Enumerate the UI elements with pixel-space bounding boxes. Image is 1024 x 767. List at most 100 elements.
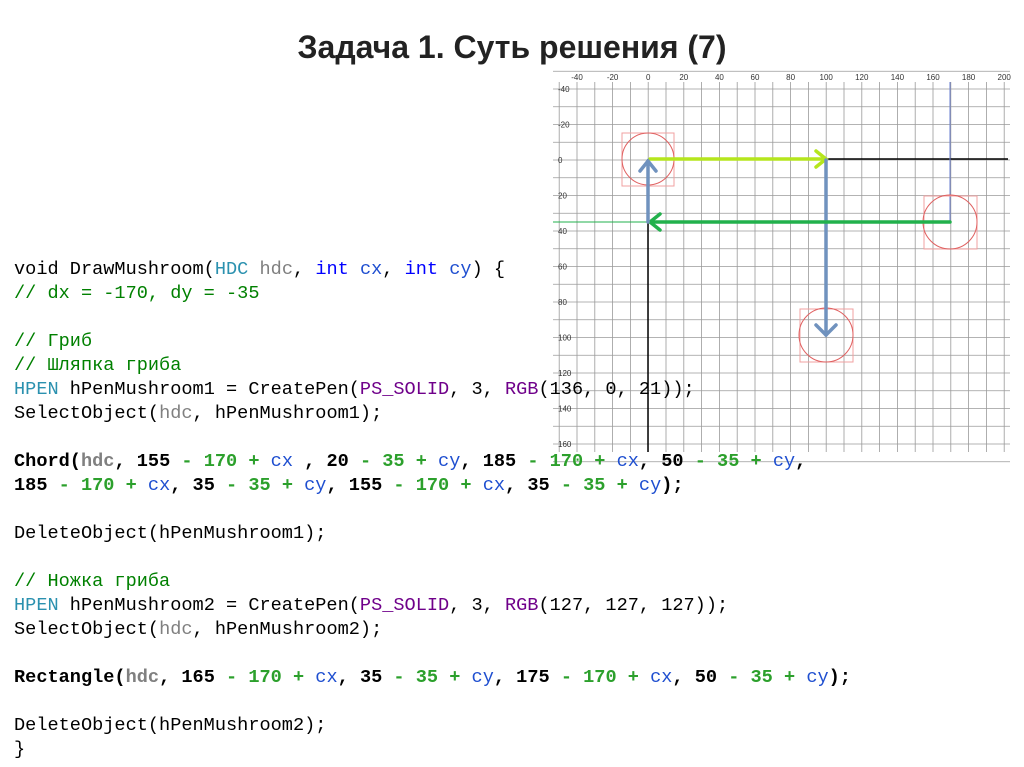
- code-token: , 20: [293, 451, 360, 472]
- x-label: -20: [607, 73, 619, 82]
- code-token: cy: [806, 667, 828, 688]
- code-token: // Шляпка гриба: [14, 355, 181, 376]
- code-token: hdc: [126, 667, 159, 688]
- y-label: 100: [558, 334, 572, 343]
- y-label: 40: [558, 227, 567, 236]
- grid-bg: [553, 82, 1010, 452]
- arrow-head: [647, 212, 662, 232]
- x-label: 180: [962, 73, 976, 82]
- code-token: cy: [472, 667, 494, 688]
- code-token: hdc: [159, 619, 192, 640]
- code-token: hPenMushroom2 = CreatePen(: [59, 595, 360, 616]
- code-line: HPEN hPenMushroom1 = CreatePen(PS_SOLID,…: [14, 379, 695, 400]
- code-token: , 35: [505, 475, 561, 496]
- code-token: - 170 +: [181, 451, 270, 472]
- code-token: int: [315, 259, 348, 280]
- y-label: 20: [558, 192, 567, 201]
- code-token: // dx = -170, dy = -35: [14, 283, 259, 304]
- code-token: ,: [382, 259, 404, 280]
- code-token: hdc: [248, 259, 293, 280]
- code-token: , hPenMushroom1);: [193, 403, 383, 424]
- code-token: - 170 +: [561, 667, 650, 688]
- x-label: 0: [646, 73, 651, 82]
- title: Задача 1. Суть решения (7): [297, 29, 726, 65]
- x-label: 40: [715, 73, 724, 82]
- code-token: cx: [617, 451, 639, 472]
- code-line: SelectObject(hdc, hPenMushroom2);: [14, 619, 382, 640]
- code-token: ,: [795, 451, 806, 472]
- code-line: DeleteObject(hPenMushroom1);: [14, 523, 326, 544]
- code-token: ,: [293, 259, 315, 280]
- code-token: , 35: [170, 475, 226, 496]
- code-token: hdc: [81, 451, 114, 472]
- y-label: 120: [558, 369, 572, 378]
- code-line: // dx = -170, dy = -35: [14, 283, 259, 304]
- code-token: cx: [349, 259, 382, 280]
- x-label: 20: [679, 73, 688, 82]
- code-token: HPEN: [14, 595, 59, 616]
- code-token: , 3,: [449, 595, 505, 616]
- code-line: 185 - 170 + cx, 35 - 35 + cy, 155 - 170 …: [14, 475, 684, 496]
- grid: -40 -20 0 20 40 60 80 100 120 140 160 180 200 -40 -20 0…: [553, 70, 1011, 463]
- code-line: HPEN hPenMushroom2 = CreatePen(PS_SOLID,…: [14, 595, 728, 616]
- code-token: , 50: [639, 451, 695, 472]
- y-label: -20: [558, 121, 570, 130]
- code-token: HPEN: [14, 379, 59, 400]
- x-label: 120: [855, 73, 869, 82]
- code-token: - 35 +: [393, 667, 471, 688]
- code-token: - 35 +: [695, 451, 773, 472]
- code-token: cx: [271, 451, 293, 472]
- code-token: Chord(: [14, 451, 81, 472]
- code-token: );: [661, 475, 683, 496]
- code-token: RGB: [505, 379, 538, 400]
- code-token: );: [829, 667, 851, 688]
- x-label: 60: [751, 73, 760, 82]
- code-token: cx: [148, 475, 170, 496]
- code-token: 185: [14, 475, 59, 496]
- code-token: // Ножка гриба: [14, 571, 170, 592]
- code-token: PS_SOLID: [360, 595, 449, 616]
- code-line: // Гриб: [14, 331, 92, 352]
- code-token: DeleteObject(hPenMushroom2);: [14, 715, 326, 736]
- code-token: RGB: [505, 595, 538, 616]
- code-token: , 35: [338, 667, 394, 688]
- y-label: -40: [558, 85, 570, 94]
- code-token: , 175: [494, 667, 561, 688]
- y-label: 80: [558, 298, 567, 307]
- code-line: void DrawMushroom(HDC hdc, int cx, int c…: [14, 259, 505, 280]
- code-token: , 155: [114, 451, 181, 472]
- code-token: SelectObject(: [14, 619, 159, 640]
- code-token: cx: [483, 475, 505, 496]
- y-label: 0: [558, 156, 563, 165]
- code-token: }: [14, 739, 25, 760]
- diagram: -40 -20 0 20 40 60 80 100 120 140 160 180 200 -40 -20 0…: [553, 70, 1011, 463]
- x-label: -40: [571, 73, 583, 82]
- arrow-head: [638, 158, 658, 173]
- code-token: , 155: [326, 475, 393, 496]
- code-line: // Ножка гриба: [14, 571, 170, 592]
- code-token: cx: [315, 667, 337, 688]
- code-token: hPenMushroom1 = CreatePen(: [59, 379, 360, 400]
- x-label: 140: [891, 73, 905, 82]
- code-token: - 35 +: [728, 667, 806, 688]
- code-token: , 185: [460, 451, 527, 472]
- y-label: 140: [558, 405, 572, 414]
- code-token: SelectObject(: [14, 403, 159, 424]
- code-token: - 170 +: [393, 475, 482, 496]
- code-token: cy: [438, 451, 460, 472]
- code-line: Rectangle(hdc, 165 - 170 + cx, 35 - 35 +…: [14, 667, 851, 688]
- code-token: int: [405, 259, 438, 280]
- code-token: // Гриб: [14, 331, 92, 352]
- code-token: (127, 127, 127));: [538, 595, 728, 616]
- code-token: , hPenMushroom2);: [193, 619, 383, 640]
- arrows: [638, 149, 952, 338]
- code-token: ) {: [472, 259, 505, 280]
- code-line: // Шляпка гриба: [14, 355, 181, 376]
- code-line: DeleteObject(hPenMushroom2);: [14, 715, 326, 736]
- code-token: void DrawMushroom(: [14, 259, 215, 280]
- x-label: 160: [926, 73, 940, 82]
- code-token: - 170 +: [59, 475, 148, 496]
- code-line: }: [14, 739, 25, 760]
- code-token: cy: [639, 475, 661, 496]
